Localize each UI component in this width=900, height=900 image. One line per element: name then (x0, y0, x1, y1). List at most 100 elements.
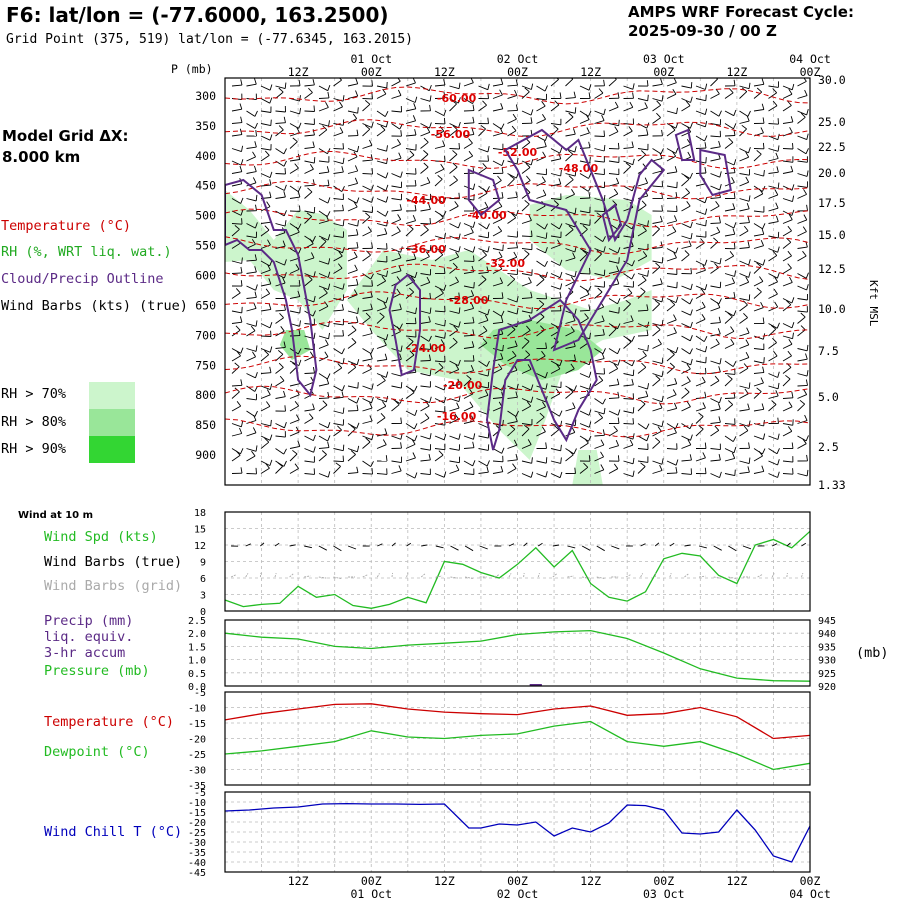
wind-barb-flag (510, 425, 516, 430)
wind-barb-flag (240, 467, 243, 474)
pressure-level-label: 400 (195, 149, 216, 163)
wind-barb-flag (585, 114, 590, 120)
rh-90-label: RH > 90% (1, 441, 67, 457)
wind-barb-flag (574, 207, 577, 214)
wind-barb-flag (690, 358, 693, 365)
wind-barb-staff (739, 260, 749, 266)
temperature-contour (225, 208, 810, 228)
wind-barb-flag (379, 312, 385, 318)
height-level-label: 10.0 (818, 302, 846, 316)
wind-barb-flag (385, 297, 389, 304)
wind-barb-flag (486, 460, 490, 467)
wind-barb-staff (260, 85, 271, 91)
wind-barb-flag (788, 88, 793, 95)
wind-barb-flag (791, 391, 794, 398)
wind-barb-flag (728, 88, 734, 94)
wind-barb-staff (231, 210, 242, 216)
wind-barb-staff (768, 435, 779, 440)
wind-barb-flag (443, 396, 447, 403)
bottom-time-tick-label: 00Z (800, 874, 821, 888)
wind-barb-flag (718, 110, 722, 117)
height-level-label: 2.5 (818, 440, 839, 454)
height-level-label: 20.0 (818, 166, 846, 180)
wind-barb-staff (507, 298, 518, 303)
wind-barb-flag (661, 95, 664, 102)
wind-barb-flag (799, 399, 805, 405)
wind-barb-flag (745, 151, 750, 158)
wind-barb-staff (289, 453, 298, 462)
wind-barb-flag (733, 446, 737, 453)
wind-barb-flag (800, 112, 806, 118)
wind-barb-staff (550, 285, 561, 290)
wind-barb-staff (347, 423, 357, 429)
wind-barb-flag (255, 204, 257, 211)
wind-barb-flag (559, 471, 563, 478)
wind-barb-staff (579, 373, 590, 378)
wind-barb-flag (743, 312, 748, 318)
wind-barb-flag (500, 465, 504, 472)
wind-barb-flag (686, 201, 691, 207)
wind-barb-staff (681, 192, 690, 199)
wind-barb-staff (318, 285, 329, 291)
wind-barb-flag (412, 452, 416, 459)
wind-barb-flag (400, 417, 402, 424)
wind-barb-flag (429, 95, 432, 102)
wind-barb-flag (299, 107, 302, 114)
wind-barb-flag (284, 82, 287, 89)
wind-barb-flag (539, 275, 545, 280)
wind-barb-flag (718, 216, 721, 223)
wind-barb-flag (602, 328, 605, 336)
wind-barb-staff (231, 148, 242, 153)
wind-barb-flag (337, 425, 342, 431)
wind-barb-staff (652, 98, 663, 102)
wind-barb-staff (623, 341, 632, 349)
wind-barb-flag (423, 137, 429, 143)
wind-barb-flag (370, 154, 373, 161)
wind-barb-flag (473, 282, 475, 289)
wind-barb-staff (347, 156, 358, 162)
wind-barb-staff (521, 444, 532, 449)
wind-barb-flag (299, 95, 301, 102)
wind-barb-staff (260, 372, 272, 374)
wind-barb-staff (246, 156, 256, 162)
wind-barb-flag (515, 209, 519, 216)
wind-barb-staff (594, 148, 605, 152)
wind-barb-staff (550, 148, 561, 154)
wind-barb-staff (782, 230, 792, 237)
wind-barb-flag (585, 289, 590, 295)
wind-barb-staff (536, 460, 547, 464)
wind-barb-flag (545, 342, 547, 349)
wind-barb-staff (492, 397, 504, 399)
wind-barb-staff (231, 321, 242, 324)
wind-barb-flag (587, 285, 592, 292)
wind-barb-flag (640, 287, 646, 292)
wind-barb-flag (255, 345, 258, 352)
wind-barb-flag (423, 225, 429, 231)
wind-barb-staff (318, 273, 329, 278)
wind-barb-staff (666, 210, 678, 213)
wind-barb-flag (512, 463, 517, 469)
wind-barb-staff (289, 159, 300, 162)
wind-barb-grid (450, 576, 458, 579)
wind-barb-flag (791, 209, 795, 216)
wind-barb-staff (260, 98, 271, 104)
wind-barb-flag (661, 205, 663, 212)
wind-barb-staff (536, 406, 546, 412)
wind-barb-flag (559, 271, 563, 278)
wind-barb-staff (608, 328, 617, 337)
wind-barb-staff (666, 129, 676, 137)
wind-barb-staff (376, 93, 387, 99)
wind-barb-flag (498, 363, 503, 370)
wind-barb-flag (613, 188, 619, 195)
wind-barb-staff (695, 198, 706, 204)
wind-barb-staff (681, 123, 691, 129)
wind-barb-flag (646, 80, 649, 87)
wind-barb-flag (512, 113, 517, 120)
wind-barb-flag (542, 189, 547, 196)
wind-barb-flag (763, 357, 765, 364)
wind-barb-flag (747, 403, 750, 410)
wind-barb-staff (666, 285, 677, 289)
wind-barb-staff (695, 210, 706, 215)
wind-barb-staff (246, 146, 257, 149)
wind-barb-staff (492, 268, 503, 274)
